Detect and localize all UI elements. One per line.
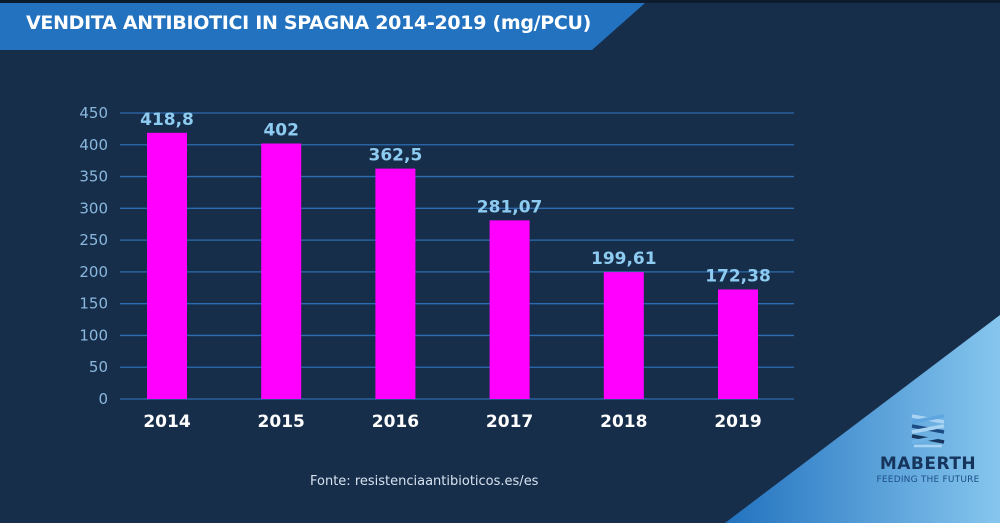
top-edge <box>0 0 1000 3</box>
woven-strands-icon <box>911 414 945 448</box>
x-tick-label-2016: 2016 <box>372 412 419 432</box>
data-label-2015: 402 <box>263 121 299 141</box>
bar-2016 <box>375 168 416 399</box>
data-labels: 418,8 402 362,5 281,07 199,61 172,38 <box>140 110 771 287</box>
x-axis-ticks: 2014 2015 2016 2017 2018 2019 <box>143 412 761 432</box>
y-tick-label: 300 <box>79 199 108 217</box>
chart-title: VENDITA ANTIBIOTICI IN SPAGNA 2014-2019 … <box>26 12 592 34</box>
data-label-2019: 172,38 <box>705 266 771 286</box>
banner-shape <box>0 3 645 50</box>
data-label-2018: 199,61 <box>591 249 657 269</box>
y-tick-label: 200 <box>79 263 108 281</box>
bar-2017 <box>489 220 530 399</box>
y-tick-label: 100 <box>79 326 108 344</box>
data-label-2014: 418,8 <box>140 110 194 130</box>
source-note: Fonte: resistenciaantibioticos.es/es <box>310 474 539 489</box>
bar-2018 <box>603 272 644 399</box>
y-tick-label: 150 <box>79 295 108 313</box>
title-banner <box>0 3 645 50</box>
bars <box>147 132 758 399</box>
bar-2015 <box>261 143 302 399</box>
x-tick-label-2017: 2017 <box>486 412 533 432</box>
x-tick-label-2018: 2018 <box>600 412 647 432</box>
brand-logo: MABERTH FEEDING THE FUTURE <box>868 412 988 485</box>
brand-name: MABERTH <box>879 454 977 474</box>
y-tick-label: 0 <box>98 390 108 408</box>
y-tick-label: 50 <box>89 358 108 376</box>
bar-2019 <box>718 289 758 399</box>
x-tick-label-2014: 2014 <box>143 412 190 432</box>
brand-tagline: FEEDING THE FUTURE <box>876 475 980 485</box>
y-tick-label: 250 <box>79 231 108 249</box>
y-tick-label: 450 <box>79 104 108 122</box>
y-tick-label: 350 <box>79 168 108 186</box>
y-axis-ticks: 0 50 100 150 200 250 300 350 400 450 <box>79 104 108 408</box>
data-label-2016: 362,5 <box>369 146 423 166</box>
bar-2014 <box>147 132 187 399</box>
x-tick-label-2019: 2019 <box>714 412 761 432</box>
y-tick-label: 400 <box>79 136 108 154</box>
data-label-2017: 281,07 <box>477 197 543 217</box>
gridlines <box>120 112 794 400</box>
x-tick-label-2015: 2015 <box>258 412 305 432</box>
